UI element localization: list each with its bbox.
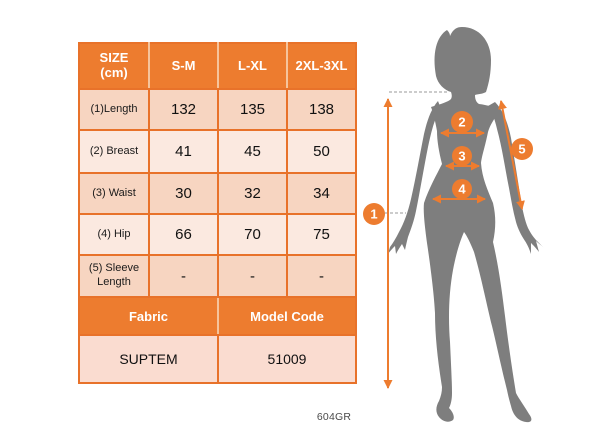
size-chart-table: SIZE (cm) S-M L-XL 2XL-3XL (1)Length 132… [78,42,357,384]
column-header-sm: S-M [148,42,219,90]
length-sm: 132 [148,88,219,131]
waist-lxl: 32 [217,172,288,215]
marker-1-badge: 1 [363,203,385,225]
row-label-waist: (3) Waist [78,172,150,215]
row-sleeve-length: (5) Sleeve Length - - - [78,254,357,298]
marker-5-badge: 5 [511,138,533,160]
product-code-footnote: 604GR [316,411,352,423]
sleeve-sm: - [148,254,219,298]
row-length: (1)Length 132 135 138 [78,88,357,131]
column-header-2xl3xl: 2XL-3XL [286,42,357,90]
left-arm [388,101,441,254]
model-code-header: Model Code [217,296,357,336]
marker-3-label: 3 [458,149,465,164]
row-hip: (4) Hip 66 70 75 [78,213,357,256]
marker-5-label: 5 [518,142,525,157]
sleeve-arrow [498,100,525,210]
length-2xl3xl: 138 [286,88,357,131]
length-lxl: 135 [217,88,288,131]
row-label-length: (1)Length [78,88,150,131]
hip-lxl: 70 [217,213,288,256]
hip-sm: 66 [148,213,219,256]
model-code-value: 51009 [217,334,357,384]
marker-2-badge: 2 [451,111,473,133]
row-breast: (2) Breast 41 45 50 [78,129,357,174]
info-values-row: SUPTEM 51009 [78,334,357,384]
fabric-value: SUPTEM [78,334,219,384]
sleeve-2xl3xl: - [286,254,357,298]
waist-sm: 30 [148,172,219,215]
female-silhouette [388,27,544,423]
row-label-hip: (4) Hip [78,213,150,256]
breast-sm: 41 [148,129,219,174]
breast-2xl3xl: 50 [286,129,357,174]
sleeve-lxl: - [217,254,288,298]
marker-1-label: 1 [370,207,377,222]
info-header-row: Fabric Model Code [78,296,357,336]
size-header-row: SIZE (cm) S-M L-XL 2XL-3XL [78,42,357,90]
marker-3-badge: 3 [452,146,472,166]
measurement-figure: 1 2 3 4 5 [363,27,544,423]
marker-2-label: 2 [458,115,465,130]
row-label-sleeve-length: (5) Sleeve Length [78,254,150,298]
hip-2xl3xl: 75 [286,213,357,256]
row-label-breast: (2) Breast [78,129,150,174]
breast-lxl: 45 [217,129,288,174]
marker-4-label: 4 [458,182,466,197]
row-waist: (3) Waist 30 32 34 [78,172,357,215]
waist-2xl3xl: 34 [286,172,357,215]
fabric-header: Fabric [78,296,219,336]
column-header-lxl: L-XL [217,42,288,90]
size-unit-header: SIZE (cm) [78,42,150,90]
marker-4-badge: 4 [452,179,472,199]
